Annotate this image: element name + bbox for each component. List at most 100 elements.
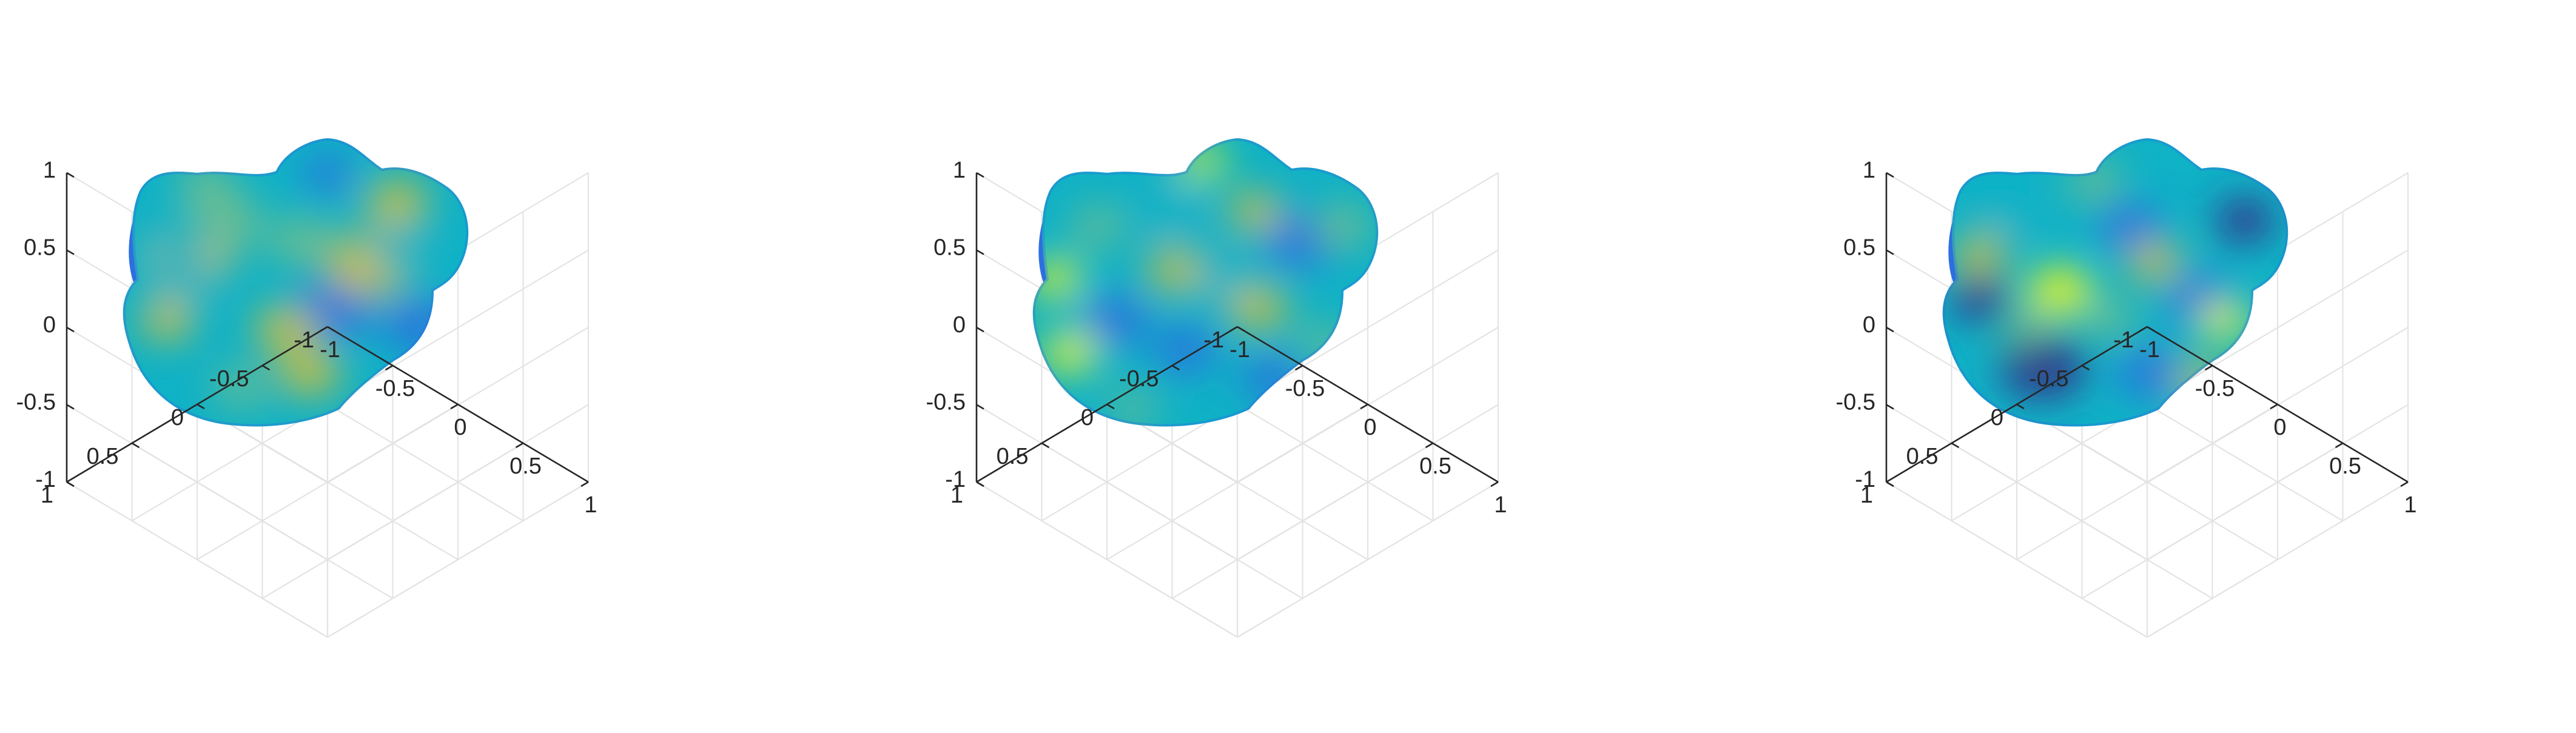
- x-tick: [320, 326, 328, 332]
- y-tick: [1951, 442, 1960, 449]
- z-tick-label: -0.5: [1836, 390, 1875, 415]
- surface: [1942, 138, 2288, 427]
- y-tick: [261, 364, 271, 371]
- y-tick-label: 0.5: [1906, 444, 1939, 469]
- surface-patch: [1980, 191, 2035, 232]
- surface-edge: [1942, 138, 2288, 427]
- surface-patch: [279, 349, 341, 397]
- z-tick: [1886, 404, 1894, 410]
- y-tick: [197, 403, 205, 410]
- y-tick: [1106, 403, 1115, 410]
- x-tick-label: -0.5: [2195, 376, 2235, 401]
- z-tick-label: 0: [1863, 312, 1875, 338]
- surface-patch: [1071, 206, 1125, 246]
- surface-patch: [1228, 192, 1282, 232]
- surface: [1032, 138, 1379, 427]
- x-tick: [2400, 481, 2409, 487]
- x-tick: [2335, 442, 2344, 449]
- y-tick: [1886, 481, 1894, 487]
- x-tick-label: -1: [1229, 337, 1250, 363]
- y-tick-label: 1: [41, 483, 53, 508]
- x-tick-label: 1: [1494, 492, 1507, 518]
- y-tick: [1171, 364, 1180, 371]
- surface-patch: [2087, 301, 2137, 339]
- y-tick: [976, 481, 984, 487]
- surface-patch: [368, 227, 427, 272]
- x-tick-label: 1: [584, 492, 597, 518]
- x-tick-label: 0: [1364, 415, 1376, 440]
- x-tick: [385, 364, 394, 371]
- y-tick: [2147, 326, 2155, 332]
- surface-patch: [303, 155, 352, 192]
- surface-patch: [178, 162, 233, 203]
- x-tick-label: 0: [454, 415, 466, 440]
- surface-edge: [123, 138, 469, 427]
- z-tick: [1886, 326, 1894, 333]
- surface-patch: [383, 300, 454, 352]
- x-tick: [515, 442, 524, 449]
- z-tick: [976, 172, 984, 178]
- surface-patch: [1043, 332, 1097, 373]
- surface-patch: [140, 300, 195, 341]
- surface-patch: [151, 216, 211, 261]
- z-tick-label: 0.5: [24, 235, 56, 261]
- z-tick-label: 0.5: [933, 235, 966, 261]
- x-tick: [2204, 364, 2213, 371]
- z-tick: [1886, 249, 1894, 255]
- surface-patch: [1154, 326, 1216, 373]
- y-tick-label: 1: [1860, 483, 1873, 508]
- y-tick-label: -1: [1203, 327, 1224, 353]
- y-tick-label: 0: [171, 405, 184, 430]
- surface-plot-1: -1-0.500.51-1-0.500.51-1-0.500.51: [16, 138, 597, 638]
- surface-patch: [1950, 277, 2009, 322]
- x-tick: [2270, 403, 2278, 410]
- z-tick: [66, 326, 75, 333]
- x-tick-label: 0: [2273, 415, 2286, 440]
- z-tick-label: 0: [953, 312, 966, 338]
- z-tick: [66, 249, 75, 255]
- x-tick-label: -0.5: [1285, 376, 1325, 401]
- surface-patch: [1952, 235, 2007, 276]
- x-tick-label: 0.5: [509, 454, 542, 479]
- z-tick-label: -1: [945, 467, 966, 492]
- z-tick-label: -0.5: [926, 390, 966, 415]
- surface-patch: [2067, 162, 2122, 203]
- x-tick: [580, 481, 589, 487]
- z-tick-label: -0.5: [16, 390, 56, 415]
- surface-patch: [2116, 349, 2179, 397]
- surface-patch: [2215, 198, 2275, 243]
- surface: [123, 138, 469, 427]
- surface-patch: [1228, 286, 1288, 331]
- y-tick-label: 0.5: [997, 444, 1029, 469]
- x-tick-label: -1: [2139, 337, 2160, 363]
- y-tick-label: 0.5: [87, 444, 119, 469]
- z-tick-label: -1: [1855, 467, 1875, 492]
- surface-plot-3: -1-0.500.51-1-0.500.51-1-0.500.51: [1836, 138, 2417, 638]
- axes: -1-0.500.51-1-0.500.51-1-0.500.51: [926, 158, 1507, 518]
- y-tick-label: -1: [2113, 327, 2134, 353]
- y-tick: [2081, 364, 2090, 371]
- surface-patch: [267, 216, 332, 266]
- z-tick-label: 0.5: [1843, 235, 1875, 261]
- y-tick: [131, 442, 140, 449]
- y-tick: [1041, 442, 1050, 449]
- axes: -1-0.500.51-1-0.500.51-1-0.500.51: [1836, 158, 2417, 518]
- x-tick: [1294, 364, 1303, 371]
- y-tick-label: 0: [1991, 405, 2003, 430]
- surface-patch: [213, 367, 268, 409]
- z-tick: [1886, 172, 1894, 178]
- surface-patch: [2127, 241, 2182, 282]
- z-tick: [976, 249, 984, 255]
- x-tick: [1229, 326, 1238, 332]
- y-tick-label: -0.5: [1119, 366, 1159, 392]
- x-tick-label: 1: [2404, 492, 2416, 518]
- y-tick-label: -1: [294, 327, 314, 353]
- surface-patch: [1135, 187, 1200, 236]
- x-tick: [2139, 326, 2148, 332]
- z-tick-label: 1: [43, 158, 56, 183]
- y-tick-label: 1: [950, 483, 963, 508]
- x-tick-label: -0.5: [375, 376, 415, 401]
- z-tick-label: 1: [953, 158, 966, 183]
- surface-patch: [1146, 249, 1203, 292]
